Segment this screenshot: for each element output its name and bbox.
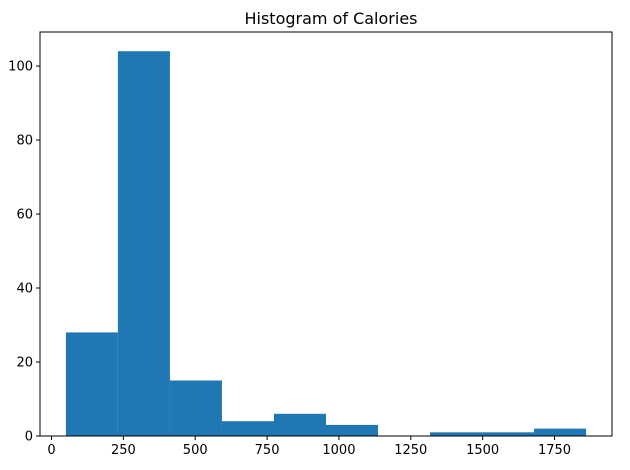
histogram-bar	[66, 332, 118, 436]
histogram-bar	[274, 414, 326, 436]
x-tick-label: 1500	[466, 443, 499, 458]
x-tick-label: 1000	[322, 443, 355, 458]
bars-group	[66, 51, 586, 436]
x-tick-label: 500	[183, 443, 208, 458]
histogram-bar	[118, 51, 170, 436]
y-tick-label: 20	[16, 356, 33, 371]
x-tick-label: 1750	[538, 443, 571, 458]
chart-title: Histogram of Calories	[244, 9, 417, 28]
x-tick-label: 0	[47, 443, 55, 458]
y-tick-label: 100	[8, 60, 33, 75]
y-tick-label: 0	[25, 430, 33, 445]
x-tick-label: 1250	[394, 443, 427, 458]
x-axis: 0 250 500 750 1000 1250 1500 1750	[47, 436, 571, 458]
histogram-bar	[170, 381, 222, 436]
y-tick-label: 40	[16, 282, 33, 297]
histogram-bar	[430, 432, 482, 436]
y-axis: 0 20 40 60 80 100	[8, 60, 40, 445]
y-tick-label: 60	[16, 208, 33, 223]
histogram-bar	[222, 421, 274, 436]
y-tick-label: 80	[16, 134, 33, 149]
x-tick-label: 250	[111, 443, 136, 458]
histogram-bar	[534, 429, 586, 436]
x-tick-label: 750	[255, 443, 280, 458]
histogram-bar	[326, 425, 378, 436]
histogram-bar	[482, 432, 534, 436]
